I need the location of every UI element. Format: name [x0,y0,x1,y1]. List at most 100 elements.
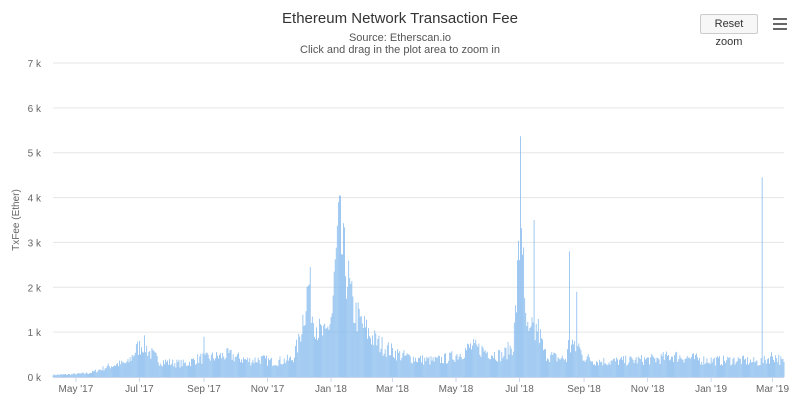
y-tick-label: 0 k [28,373,42,384]
y-tick-label: 6 k [28,104,42,115]
bar [729,357,731,377]
bar [710,357,712,377]
bar [140,354,141,377]
y-axis-tick-labels: 0 k 1 k 2 k 3 k 4 k 5 k 6 k 7 k [28,59,42,384]
bar [243,357,244,377]
bar [391,343,392,377]
bar [133,355,135,377]
hamburger-menu-icon[interactable] [770,15,790,33]
bar [720,365,721,377]
bar [578,343,580,377]
bar [250,365,252,377]
bar [82,372,84,377]
bar [201,363,203,377]
bar [242,362,243,377]
bar [659,364,661,377]
bar [161,366,163,377]
bar [383,353,385,377]
bar [428,357,430,377]
bar [297,352,299,377]
bar [261,356,263,377]
chart-subtitle-source: Source: Etherscan.io [348,32,452,44]
bar [272,366,274,377]
bar [673,361,674,377]
y-tick-label: 2 k [28,283,42,294]
bar [218,358,219,377]
bar [93,371,94,377]
bar [644,357,645,377]
bar [705,362,707,377]
bar [653,357,655,377]
bar [638,358,640,377]
bar [633,363,635,377]
bar [462,358,464,377]
bar [160,365,162,377]
bar [560,358,562,377]
bar [697,357,698,377]
bar [437,355,439,377]
bar [649,364,651,377]
bar [566,361,567,377]
bar [463,357,465,377]
bar [354,323,356,377]
bar [273,365,275,377]
bar [318,337,319,377]
bar [245,359,247,377]
bar [98,369,100,377]
bar [408,354,410,377]
bar [175,367,177,377]
bar [251,362,253,377]
bar [441,356,442,377]
bar [485,353,487,377]
bar [289,357,290,377]
bar [335,247,337,377]
bar [735,362,737,377]
bar [542,339,543,377]
bar [564,358,566,377]
bar [423,364,425,377]
bar [630,356,632,377]
bar [730,365,732,377]
bar [132,356,134,377]
bar [493,358,494,377]
bar [524,298,526,377]
bar [658,359,660,377]
bar [753,357,755,377]
bar [706,358,708,377]
bar [494,351,495,377]
bar [648,357,649,377]
bar [442,363,443,377]
reset-zoom-button[interactable]: Reset zoom [700,14,758,48]
x-tick-label: May '18 [439,384,474,395]
bar [453,360,455,377]
bar [574,341,576,377]
bar [135,344,137,377]
bar [713,357,715,377]
bar [436,357,438,377]
bar [249,358,251,377]
bar [629,356,631,377]
bar [325,328,327,377]
bar [303,325,305,377]
bar [593,364,594,377]
bar [203,336,205,377]
bar [127,359,129,377]
bar [544,349,545,377]
bar [521,228,522,377]
bar [551,352,553,377]
bar [123,362,125,377]
bar [122,362,124,377]
bar [220,353,222,377]
x-tick-label: Mar '18 [376,384,409,395]
bar [584,361,586,377]
bar [120,364,122,377]
bar [583,360,585,377]
bar [686,356,688,377]
bar [512,351,514,377]
y-axis-title: TxFee (Ether) [11,189,22,251]
bar [640,355,642,377]
bar [106,365,108,377]
bar [487,357,489,377]
bar [369,336,370,377]
